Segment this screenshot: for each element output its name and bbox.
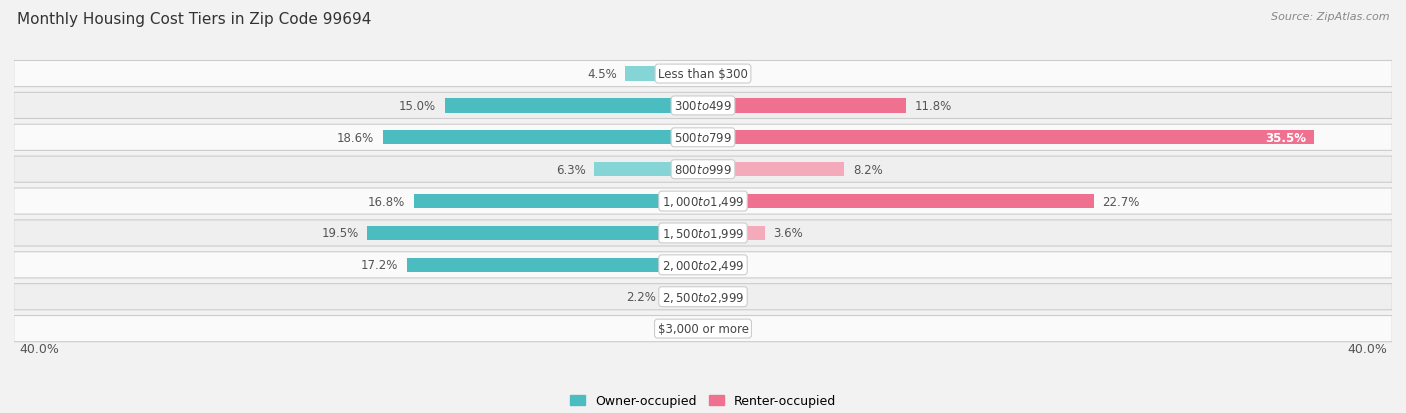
Text: $800 to $999: $800 to $999 [673,163,733,176]
Text: $3,000 or more: $3,000 or more [658,322,748,335]
Text: 40.0%: 40.0% [1347,342,1386,355]
Text: 11.8%: 11.8% [915,100,952,113]
Text: 0.0%: 0.0% [665,322,695,335]
Text: Source: ZipAtlas.com: Source: ZipAtlas.com [1271,12,1389,22]
Legend: Owner-occupied, Renter-occupied: Owner-occupied, Renter-occupied [567,391,839,411]
FancyBboxPatch shape [14,157,1392,183]
FancyBboxPatch shape [14,61,1392,88]
FancyBboxPatch shape [14,316,1392,342]
Text: $300 to $499: $300 to $499 [673,100,733,113]
Bar [406,258,703,272]
Text: $1,000 to $1,499: $1,000 to $1,499 [662,195,744,209]
Text: 19.5%: 19.5% [322,227,359,240]
Text: $2,000 to $2,499: $2,000 to $2,499 [662,258,744,272]
Bar [367,226,703,240]
Bar [703,131,1315,145]
Text: 0.0%: 0.0% [711,290,741,304]
Bar [703,195,1094,209]
Text: 17.2%: 17.2% [361,259,398,272]
Bar [665,290,703,304]
Text: 18.6%: 18.6% [337,131,374,145]
FancyBboxPatch shape [14,189,1392,215]
Text: 0.0%: 0.0% [711,259,741,272]
Text: 0.0%: 0.0% [711,68,741,81]
Text: 22.7%: 22.7% [1102,195,1140,208]
Text: Monthly Housing Cost Tiers in Zip Code 99694: Monthly Housing Cost Tiers in Zip Code 9… [17,12,371,27]
Bar [703,226,765,240]
Text: 4.5%: 4.5% [588,68,617,81]
Bar [703,163,844,177]
Text: 8.2%: 8.2% [853,163,883,176]
Bar [413,195,703,209]
FancyBboxPatch shape [14,252,1392,278]
Text: $500 to $799: $500 to $799 [673,131,733,145]
Bar [595,163,703,177]
FancyBboxPatch shape [14,284,1392,310]
FancyBboxPatch shape [14,221,1392,247]
Text: $2,500 to $2,999: $2,500 to $2,999 [662,290,744,304]
Text: 40.0%: 40.0% [20,342,59,355]
Bar [382,131,703,145]
Text: 35.5%: 35.5% [1265,131,1306,145]
FancyBboxPatch shape [14,125,1392,151]
Text: 15.0%: 15.0% [399,100,436,113]
Text: 2.2%: 2.2% [627,290,657,304]
Bar [703,99,907,113]
Bar [444,99,703,113]
Text: 3.6%: 3.6% [773,227,803,240]
Text: 0.0%: 0.0% [711,322,741,335]
Bar [626,67,703,81]
Text: $1,500 to $1,999: $1,500 to $1,999 [662,226,744,240]
Text: Less than $300: Less than $300 [658,68,748,81]
Text: 6.3%: 6.3% [557,163,586,176]
Text: 16.8%: 16.8% [368,195,405,208]
FancyBboxPatch shape [14,93,1392,119]
